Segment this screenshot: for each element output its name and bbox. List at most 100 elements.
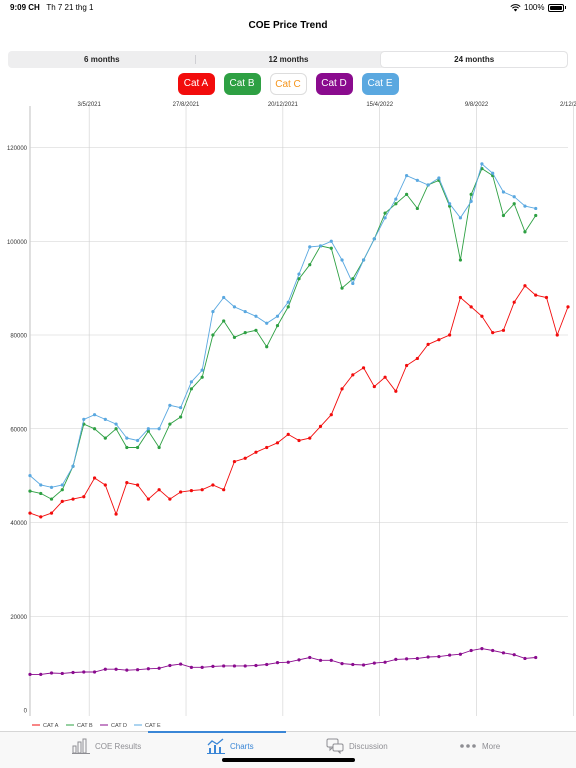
cat-d-point <box>49 671 54 675</box>
tab-label-discussion: Discussion <box>349 741 388 751</box>
cat-d-point <box>71 670 75 675</box>
y-tick-label: 100000 <box>7 240 28 246</box>
cat-a-point <box>179 490 183 494</box>
x-tick-label: 9/8/2022 <box>465 102 489 108</box>
cat-b-point <box>49 497 54 501</box>
cat-d-point <box>501 651 506 655</box>
tab-6-months[interactable]: 6 months <box>84 55 120 64</box>
cat-d-point <box>103 667 107 671</box>
cat-a-point <box>103 483 107 487</box>
cat-e-point <box>125 436 129 440</box>
cat-d-point <box>114 667 118 671</box>
cat-a-point <box>308 436 312 440</box>
tab-12-months[interactable]: 12 months <box>268 55 309 64</box>
cat-a-legend-label: CAT A <box>43 723 59 729</box>
cat-e-point <box>361 258 366 262</box>
cat-d-point <box>28 672 32 676</box>
cat-a-point <box>286 432 290 436</box>
cat-e-point <box>200 368 204 372</box>
cat-d-point <box>394 657 398 661</box>
price-trend-chart[interactable]: 0 20000 40000 60000 80000 100000 120000 3/5/202… <box>0 96 576 730</box>
cat-b-point <box>136 445 140 450</box>
cat-e-point <box>415 178 419 182</box>
cat-a-point <box>372 384 376 389</box>
cat-e-point <box>351 281 355 286</box>
cat-e-point <box>329 239 333 243</box>
battery-tip <box>564 6 566 9</box>
cat-d-toggle[interactable]: Cat D <box>315 73 353 95</box>
cat-a-point <box>566 305 570 309</box>
cat-a-point <box>415 356 419 361</box>
tab-charts[interactable]: Charts <box>207 738 254 754</box>
cat-b-point <box>60 488 64 492</box>
chart-svg[interactable]: 0 20000 40000 60000 80000 100000 120000 3/5/202… <box>0 96 576 730</box>
cat-e-point <box>103 417 107 421</box>
cat-e-point <box>254 314 258 318</box>
cat-b-point <box>523 230 527 234</box>
cat-b-point <box>534 213 538 218</box>
tab-coe-results[interactable]: COE Results <box>72 738 141 754</box>
cat-e-point <box>458 216 462 220</box>
active-tab-indicator <box>148 731 286 733</box>
cat-b-toggle[interactable]: Cat B <box>223 73 261 95</box>
cat-b-point <box>469 192 473 196</box>
cat-b-point <box>329 246 333 250</box>
cat-e-point <box>189 380 193 384</box>
tab-bar: COE Results Charts Discussion More <box>0 731 576 768</box>
cat-a-point <box>512 300 516 304</box>
cat-b-point <box>168 422 172 426</box>
cat-b-point <box>512 202 516 206</box>
cat-d-point <box>308 655 312 660</box>
cat-b-point <box>415 206 419 211</box>
cat-a-point <box>437 338 441 342</box>
cat-a-point <box>265 445 269 450</box>
cat-e-point <box>340 258 344 262</box>
cat-a-toggle[interactable]: Cat A <box>177 73 215 95</box>
cat-d-point <box>372 661 376 665</box>
cat-d-point <box>92 670 97 674</box>
cat-d-point <box>426 655 430 659</box>
cat-d-point <box>534 655 538 660</box>
cat-e-point <box>168 403 172 407</box>
x-tick-label: 27/8/2021 <box>173 102 200 108</box>
cat-e-point <box>136 438 140 443</box>
status-time: 9:09 CH <box>10 3 40 12</box>
cat-d-point <box>318 658 323 662</box>
cat-d-point <box>437 654 441 659</box>
cat-b-point <box>125 445 129 450</box>
cat-e-point <box>405 174 409 178</box>
y-tick-label: 60000 <box>10 427 27 433</box>
cat-c-toggle[interactable]: Cat C <box>269 73 307 95</box>
cat-d-point <box>168 663 172 668</box>
tab-discussion[interactable]: Discussion <box>326 738 388 754</box>
cat-d-point <box>125 668 129 672</box>
cat-d-point <box>243 664 247 668</box>
tab-24-months[interactable]: 24 months <box>381 52 568 67</box>
cat-e-point <box>523 204 527 208</box>
battery-icon <box>547 3 564 12</box>
bar-chart-icon <box>72 738 90 754</box>
cat-d-point <box>179 662 183 666</box>
category-toggle-row: Cat A Cat B Cat C Cat D Cat E <box>0 73 576 95</box>
cat-b-point <box>179 415 183 419</box>
cat-d-point <box>329 658 333 662</box>
tab-label-coe-results: COE Results <box>95 741 142 751</box>
tab-more[interactable]: More <box>459 738 500 754</box>
cat-e-point <box>49 485 54 489</box>
cat-e-point <box>491 171 495 175</box>
cat-b-point <box>189 387 193 391</box>
cat-a-point <box>189 489 193 493</box>
cat-a-point <box>211 483 215 487</box>
home-indicator <box>222 758 355 762</box>
cat-a-point <box>82 495 86 499</box>
cat-e-point <box>308 245 312 249</box>
cat-a-point <box>394 389 398 393</box>
cat-d-point <box>146 667 150 671</box>
cat-e-point <box>157 427 161 431</box>
cat-a-point <box>243 456 247 460</box>
cat-e-toggle[interactable]: Cat E <box>361 73 399 95</box>
cat-b-point <box>275 324 280 328</box>
cat-d-point <box>286 660 290 664</box>
cat-d-point <box>448 653 452 657</box>
cat-d-point <box>232 664 237 668</box>
